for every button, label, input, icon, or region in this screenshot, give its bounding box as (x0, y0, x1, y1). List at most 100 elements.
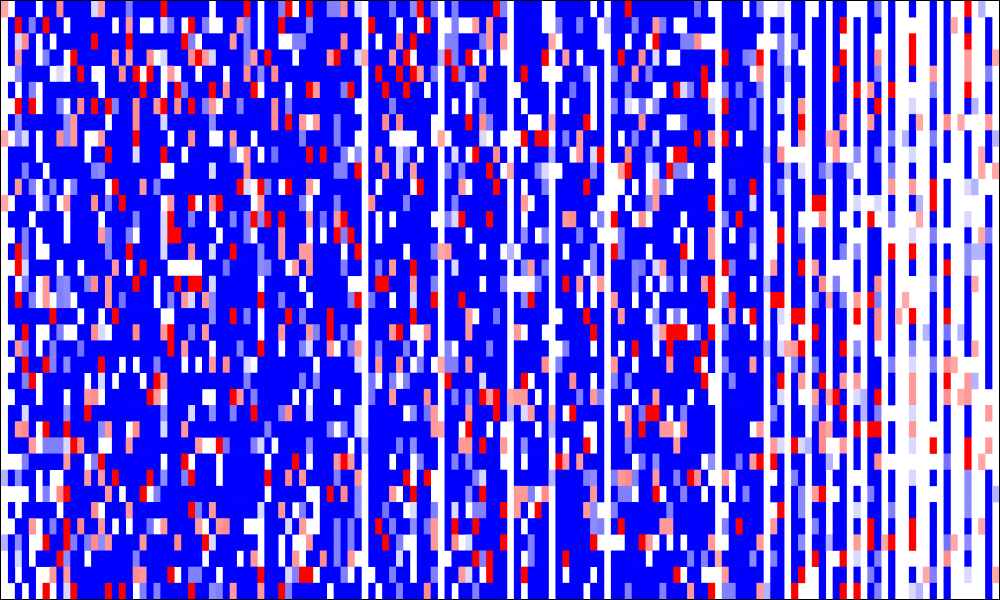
heatmap-cell (188, 17, 196, 34)
heatmap-cell (943, 146, 951, 163)
heatmap-cell (659, 291, 667, 309)
heatmap-cell (666, 291, 674, 309)
heatmap-cell (493, 421, 501, 438)
heatmap-cell (195, 388, 203, 406)
heatmap-cell (818, 33, 827, 50)
heatmap-cell (707, 146, 716, 163)
heatmap-cell (396, 146, 404, 163)
heatmap-cell (416, 485, 425, 503)
heatmap-cell (673, 550, 681, 567)
heatmap-cell (735, 453, 743, 470)
heatmap-cell (139, 405, 147, 422)
heatmap-cell (389, 308, 397, 325)
heatmap-cell (188, 130, 196, 147)
heatmap-cell (888, 130, 896, 147)
heatmap-cell (943, 534, 951, 551)
heatmap-cell (326, 114, 334, 131)
heatmap-cell (707, 518, 716, 535)
heatmap-cell (299, 372, 307, 390)
heatmap-cell (104, 534, 113, 551)
heatmap-cell (423, 502, 431, 519)
heatmap-cell (694, 259, 702, 277)
heatmap-cell (430, 243, 438, 260)
heatmap-cell (167, 388, 175, 406)
heatmap-cell (125, 372, 133, 390)
heatmap-cell (7, 550, 16, 567)
heatmap-cell (347, 485, 355, 503)
heatmap-cell (299, 405, 307, 422)
heatmap-cell (42, 146, 50, 163)
heatmap-cell (49, 194, 57, 212)
heatmap-cell (798, 97, 806, 115)
heatmap-cell (21, 81, 30, 99)
heatmap-cell (132, 33, 140, 50)
heatmap-cell (167, 324, 175, 341)
heatmap-cell (382, 211, 390, 228)
heatmap-cell (943, 356, 951, 374)
heatmap-cell (389, 227, 397, 244)
heatmap-cell (617, 308, 626, 325)
heatmap-cell (631, 582, 639, 599)
heatmap-cell (908, 194, 917, 212)
heatmap-cell (104, 81, 113, 99)
heatmap-cell (98, 114, 106, 131)
heatmap-cell (312, 437, 321, 454)
heatmap-cell (798, 194, 806, 212)
heatmap-cell (347, 291, 355, 309)
heatmap-cell (222, 502, 231, 519)
heatmap-cell (63, 340, 71, 357)
heatmap-cell (278, 388, 286, 406)
heatmap-cell (839, 162, 847, 180)
heatmap-cell (527, 65, 535, 83)
heatmap-cell (590, 146, 598, 163)
heatmap-cell (638, 291, 646, 309)
heatmap-cell (465, 114, 473, 131)
heatmap-cell (493, 33, 501, 50)
heatmap-cell (236, 340, 244, 357)
heatmap-cell (978, 146, 986, 163)
heatmap-cell (444, 49, 452, 66)
heatmap-cell (264, 65, 272, 83)
heatmap-cell (742, 340, 750, 357)
heatmap-cell (777, 275, 785, 293)
heatmap-cell (735, 502, 743, 519)
heatmap-cell (91, 550, 99, 567)
heatmap-cell (340, 340, 348, 357)
heatmap-cell (208, 275, 217, 293)
heatmap-cell (888, 340, 896, 357)
heatmap-cell (583, 502, 591, 519)
heatmap-cell (673, 566, 681, 584)
heatmap-cell (423, 114, 431, 131)
heatmap-cell (680, 259, 688, 277)
heatmap-cell (839, 534, 847, 551)
heatmap-cell (264, 372, 272, 390)
heatmap-cell (347, 453, 355, 470)
heatmap-cell (389, 1, 397, 18)
heatmap-cell (42, 485, 50, 503)
heatmap-cell (888, 114, 896, 131)
heatmap-cell (486, 17, 494, 34)
heatmap-cell (707, 243, 716, 260)
heatmap-cell (146, 227, 154, 244)
heatmap-cell (680, 65, 688, 83)
heatmap-cell (451, 81, 459, 99)
heatmap-cell (749, 502, 757, 519)
heatmap-cell (56, 485, 64, 503)
heatmap-cell (21, 243, 30, 260)
heatmap-cell (832, 275, 840, 293)
heatmap-cell (798, 518, 806, 535)
heatmap-cell (652, 437, 660, 454)
heatmap-cell (555, 146, 563, 163)
heatmap-cell (500, 405, 508, 422)
heatmap-cell (118, 550, 127, 567)
heatmap-cell (569, 259, 577, 277)
heatmap-cell (91, 114, 99, 131)
heatmap-cell (375, 291, 383, 309)
heatmap-cell (98, 194, 106, 212)
heatmap-cell (728, 275, 736, 293)
heatmap-cell (278, 65, 286, 83)
heatmap-cell (486, 291, 494, 309)
heatmap-cell (576, 469, 584, 487)
heatmap-cell (520, 566, 529, 584)
heatmap-cell (132, 194, 140, 212)
